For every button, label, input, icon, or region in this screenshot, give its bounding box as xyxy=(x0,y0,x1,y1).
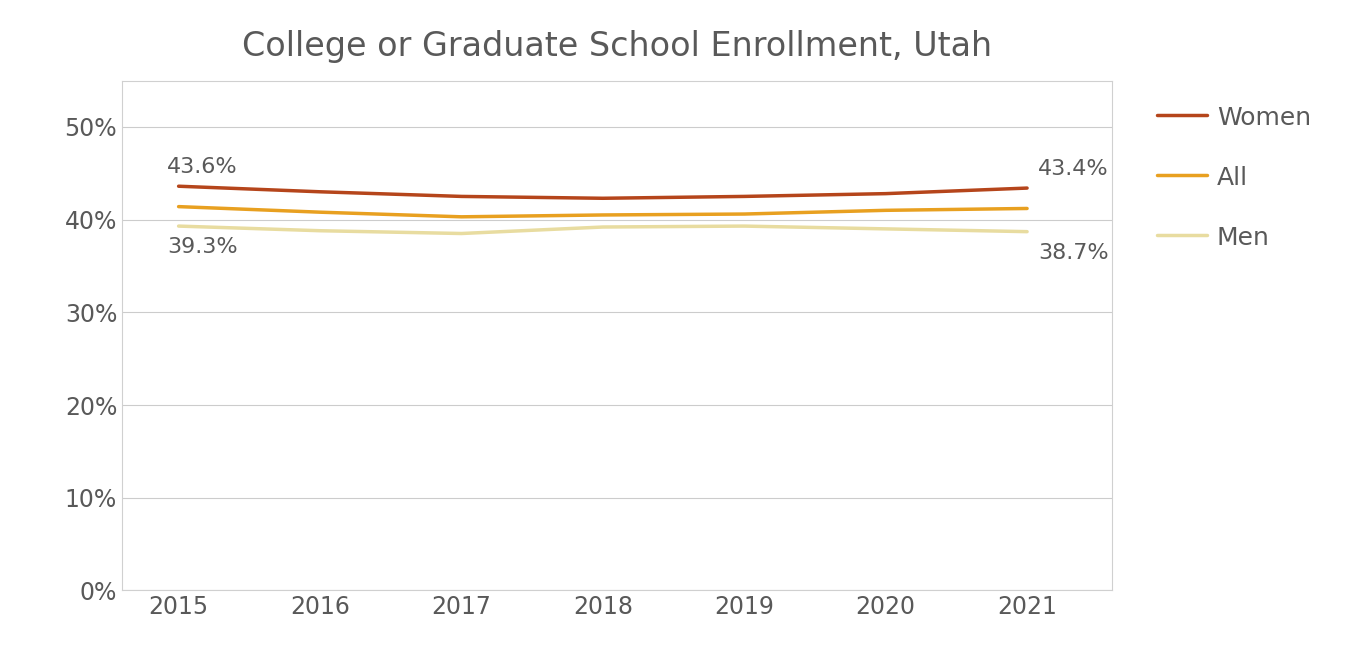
All xyxy=(877,206,894,214)
Title: College or Graduate School Enrollment, Utah: College or Graduate School Enrollment, U… xyxy=(241,30,993,62)
Men xyxy=(312,227,328,235)
Men xyxy=(877,225,894,233)
Text: 38.7%: 38.7% xyxy=(1039,243,1109,263)
Women xyxy=(1018,184,1035,192)
All xyxy=(453,213,469,221)
Women xyxy=(453,193,469,201)
Line: Men: Men xyxy=(179,226,1026,234)
Women xyxy=(736,193,753,201)
Legend: Women, All, Men: Women, All, Men xyxy=(1144,93,1323,262)
All xyxy=(312,208,328,216)
Men xyxy=(1018,227,1035,236)
Text: 43.4%: 43.4% xyxy=(1039,159,1109,178)
Women xyxy=(877,190,894,198)
Line: All: All xyxy=(179,207,1026,217)
Women xyxy=(312,188,328,196)
All xyxy=(736,210,753,218)
Text: 43.6%: 43.6% xyxy=(167,157,237,177)
All xyxy=(595,211,612,219)
Women xyxy=(171,183,187,191)
All xyxy=(1018,205,1035,213)
Women xyxy=(595,194,612,202)
Text: 39.3%: 39.3% xyxy=(167,238,237,257)
Men xyxy=(453,229,469,238)
Men xyxy=(736,222,753,230)
Men xyxy=(171,222,187,230)
Men xyxy=(595,223,612,231)
All xyxy=(171,203,187,211)
Line: Women: Women xyxy=(179,187,1026,198)
